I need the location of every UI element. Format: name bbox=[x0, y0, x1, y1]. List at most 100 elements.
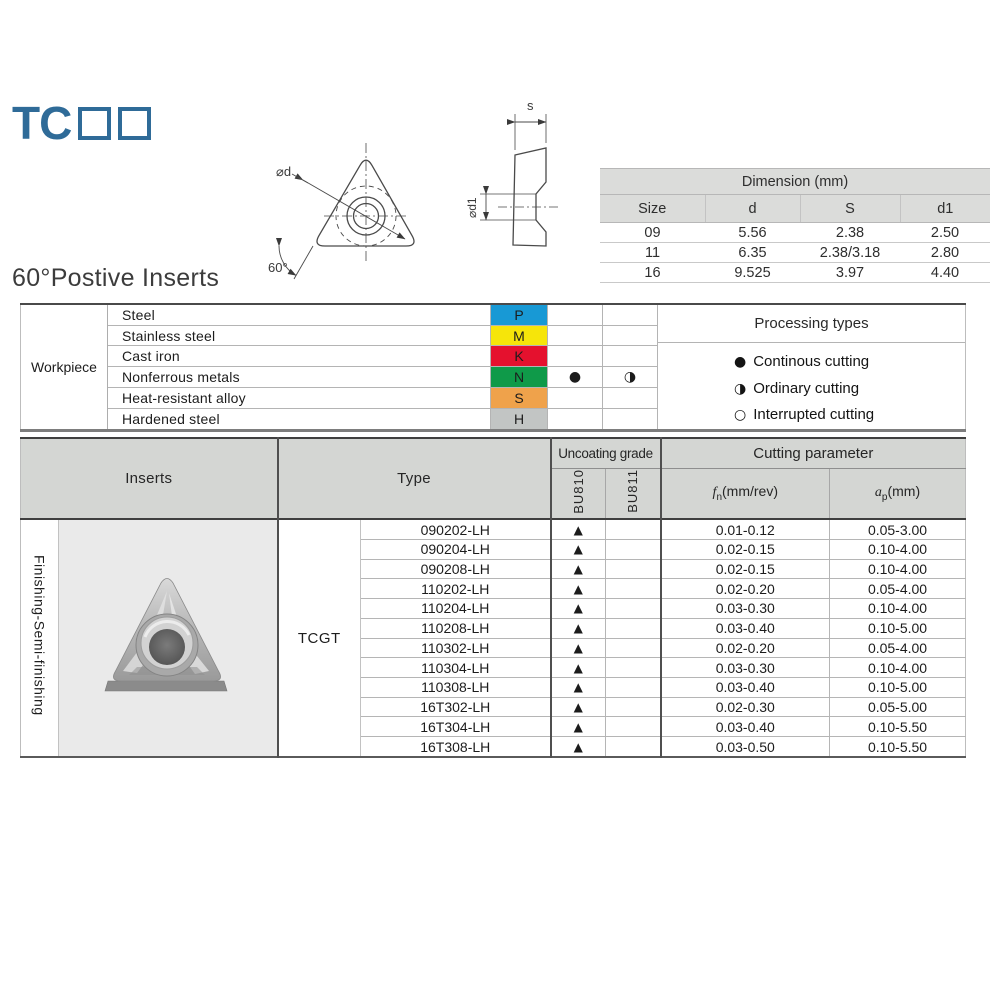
header-grade-bu811: BU811 bbox=[605, 468, 662, 520]
bu810-availability-mark: ▲ bbox=[550, 559, 607, 580]
inserts-table-body: Finishing-Semi-finishing TCGT 090202-LH ▲ 0.… bbox=[20, 519, 966, 757]
dimension-column-header: d1 bbox=[900, 194, 991, 223]
feed-rate-value: 0.02-0.15 bbox=[660, 559, 831, 580]
continuous-cutting-mark bbox=[547, 325, 603, 347]
main-header-row-1: Inserts Type Uncoating grade Cutting par… bbox=[20, 438, 966, 520]
logo-square-icon bbox=[78, 106, 112, 140]
insert-row: 110204-LH ▲ 0.03-0.30 0.10-4.00 bbox=[21, 598, 966, 619]
top-view bbox=[275, 143, 415, 280]
feed-rate-value: 0.02-0.15 bbox=[660, 539, 831, 560]
bu811-availability-mark bbox=[605, 539, 662, 560]
finishing-group-label: Finishing-Semi-finishing bbox=[20, 519, 59, 757]
dimension-row: 09 5.56 2.38 2.50 bbox=[600, 222, 991, 243]
header-type: Type bbox=[277, 438, 552, 520]
iso-code-chip: N bbox=[490, 366, 548, 388]
ap-subscript: p bbox=[881, 492, 888, 504]
side-outline bbox=[512, 147, 547, 247]
dimension-cell: 11 bbox=[600, 242, 705, 263]
feed-rate-value: 0.03-0.40 bbox=[660, 677, 831, 698]
insert-code: 16T302-LH bbox=[360, 697, 552, 718]
dimension-row: 16 9.525 3.97 4.40 bbox=[600, 262, 991, 283]
workpiece-table: Workpiece Steel P Processing types ● Continou… bbox=[20, 303, 966, 432]
bu810-availability-mark: ▲ bbox=[550, 598, 607, 619]
ordinary-cutting-mark bbox=[602, 408, 658, 430]
workpiece-row: Heat-resistant alloy S bbox=[21, 387, 966, 409]
depth-of-cut-value: 0.10-5.50 bbox=[829, 716, 966, 738]
dimension-column-header: Size bbox=[600, 194, 706, 223]
header-depth-of-cut: ap(mm) bbox=[829, 468, 966, 520]
bu810-availability-mark: ▲ bbox=[550, 716, 607, 738]
feed-rate-value: 0.03-0.30 bbox=[660, 657, 831, 678]
material-name: Hardened steel bbox=[122, 410, 220, 427]
insert-code: 090202-LH bbox=[360, 519, 552, 541]
insert-row: Finishing-Semi-finishing TCGT 090202-LH ▲ 0.… bbox=[20, 519, 966, 757]
legend-label: Interrupted cutting bbox=[753, 406, 875, 423]
bu810-availability-mark: ▲ bbox=[550, 618, 607, 639]
insert-photo-cell bbox=[58, 519, 279, 757]
workpiece-row: Stainless steel M bbox=[21, 325, 966, 347]
dimension-cell: 3.97 bbox=[800, 262, 900, 283]
feed-rate-value: 0.02-0.20 bbox=[660, 578, 831, 600]
insert-outline bbox=[316, 159, 415, 247]
feed-rate-value: 0.03-0.40 bbox=[660, 618, 831, 639]
bu811-availability-mark bbox=[605, 716, 662, 738]
material-name: Cast iron bbox=[107, 345, 491, 368]
feed-rate-value: 0.02-0.20 bbox=[660, 638, 831, 659]
dimension-table-title: Dimension (mm) bbox=[600, 168, 991, 195]
angle-arc bbox=[275, 237, 297, 276]
legend-label: Ordinary cutting bbox=[753, 379, 860, 397]
dimension-cell: 9.525 bbox=[705, 262, 800, 283]
grade-bu810-label: BU810 bbox=[570, 468, 586, 514]
bu811-availability-mark bbox=[605, 618, 662, 639]
technical-drawing: ⌀d 60° s ⌀d1 bbox=[268, 98, 560, 280]
insert-type-label: TCGT bbox=[277, 519, 361, 757]
depth-of-cut-value: 0.05-5.00 bbox=[829, 697, 966, 718]
dimension-title-row: Dimension (mm) bbox=[600, 168, 991, 195]
insert-code: 090208-LH bbox=[360, 559, 552, 580]
insert-code: 16T304-LH bbox=[360, 716, 552, 738]
corner-extension-line bbox=[293, 245, 314, 280]
bu810-availability-mark: ▲ bbox=[550, 519, 607, 541]
dimension-cell: 16 bbox=[600, 262, 705, 283]
depth-of-cut-value: 0.10-4.00 bbox=[829, 559, 966, 580]
bu811-availability-mark bbox=[605, 578, 662, 600]
depth-of-cut-value: 0.05-4.00 bbox=[829, 638, 966, 659]
finishing-group-text: Finishing-Semi-finishing bbox=[31, 555, 48, 716]
insert-row: 090204-LH ▲ 0.02-0.15 0.10-4.00 bbox=[21, 539, 966, 560]
ordinary-cutting-mark bbox=[602, 304, 658, 326]
processing-types-cell: Processing types ● Continous cutting ◑ Ordin… bbox=[658, 304, 966, 430]
bu811-availability-mark bbox=[605, 638, 662, 659]
bu811-availability-mark bbox=[605, 677, 662, 698]
dimension-cell: 2.38 bbox=[800, 222, 900, 243]
insert-row: 090208-LH ▲ 0.02-0.15 0.10-4.00 bbox=[21, 559, 966, 580]
material-name: Heat-resistant alloy bbox=[107, 387, 491, 409]
dimension-cell: 6.35 bbox=[705, 242, 800, 263]
section-title: 60°Postive Inserts bbox=[12, 264, 220, 292]
cutting-type-icon: ◑ bbox=[734, 380, 747, 397]
depth-of-cut-value: 0.10-5.50 bbox=[867, 738, 928, 755]
iso-code-chip: S bbox=[490, 387, 548, 409]
cutting-type-icon: ○ bbox=[734, 407, 747, 423]
insert-row: 110304-LH ▲ 0.03-0.30 0.10-4.00 bbox=[21, 657, 966, 678]
insert-row: 16T302-LH ▲ 0.02-0.30 0.05-5.00 bbox=[21, 697, 966, 718]
bu810-availability-mark: ▲ bbox=[550, 539, 607, 560]
ordinary-cutting-mark bbox=[602, 387, 658, 409]
insert-code: 110204-LH bbox=[360, 598, 552, 619]
d-dimension-arrow bbox=[294, 173, 406, 240]
side-view bbox=[480, 114, 560, 247]
dimension-cell: 2.50 bbox=[900, 222, 991, 243]
depth-of-cut-value: 0.10-5.00 bbox=[829, 677, 966, 698]
bu810-availability-mark: ▲ bbox=[550, 638, 607, 659]
ordinary-cutting-mark: ◑ bbox=[602, 366, 658, 388]
ap-symbol: a bbox=[874, 485, 882, 501]
main-header-row-2: BU810 BU811 fn(mm/rev) ap(mm) bbox=[21, 468, 966, 520]
header-grade-bu810: BU810 bbox=[550, 468, 607, 520]
workpiece-row: Hardened steel H bbox=[21, 408, 966, 430]
insert-code: 110302-LH bbox=[360, 638, 552, 659]
depth-of-cut-value: 0.05-4.00 bbox=[829, 578, 966, 600]
inserts-table: Inserts Type Uncoating grade Cutting par… bbox=[20, 437, 967, 758]
workpiece-row: Cast iron K bbox=[21, 345, 966, 368]
iso-code-chip: M bbox=[490, 325, 548, 347]
fn-unit: (mm/rev) bbox=[722, 483, 778, 500]
